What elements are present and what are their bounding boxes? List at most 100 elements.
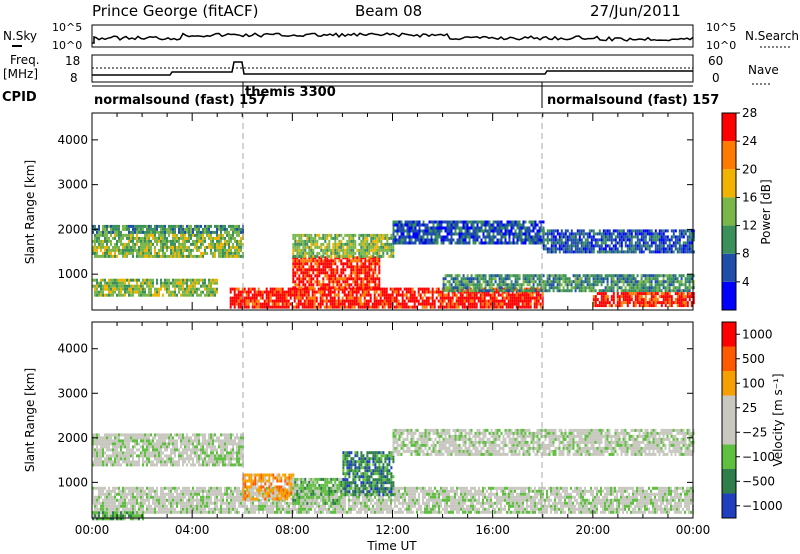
data-cell: [438, 223, 441, 227]
data-cell: [652, 277, 655, 281]
data-cell: [322, 259, 325, 263]
data-cell: [390, 254, 393, 258]
data-cell: [467, 293, 470, 297]
data-cell: [342, 265, 345, 269]
data-cell: [400, 223, 403, 227]
data-cell: [582, 250, 585, 254]
data-cell: [328, 233, 331, 237]
data-cell: [220, 224, 222, 228]
data-cell: [312, 248, 315, 252]
data-cell: [342, 286, 345, 290]
data-cell: [318, 259, 321, 263]
data-cell: [176, 281, 178, 285]
data-cell: [122, 293, 124, 297]
data-cell: [298, 254, 301, 258]
data-cell: [437, 287, 440, 291]
data-cell: [576, 241, 579, 245]
data-cell: [142, 454, 144, 458]
data-cell: [482, 241, 485, 245]
data-cell: [676, 295, 679, 299]
data-cell: [536, 229, 539, 233]
data-cell: [624, 289, 627, 293]
data-cell: [668, 295, 671, 299]
data-cell: [634, 301, 637, 305]
data-cell: [686, 301, 689, 305]
data-cell: [584, 238, 587, 242]
data-cell: [508, 286, 511, 290]
data-cell: [333, 302, 336, 306]
data-cell: [604, 286, 607, 290]
data-cell: [196, 239, 198, 243]
data-cell: [134, 245, 136, 249]
data-cell: [672, 289, 675, 293]
data-cell: [664, 247, 667, 251]
data-cell: [672, 274, 675, 278]
data-cell: [320, 262, 323, 266]
data-cell: [618, 301, 621, 305]
data-cell: [300, 286, 303, 290]
data-cell: [178, 251, 180, 255]
data-cell: [208, 227, 210, 231]
data-cell: [560, 232, 563, 236]
data-cell: [363, 302, 366, 306]
data-cell: [313, 302, 316, 306]
data-cell: [196, 281, 198, 285]
data-cell: [524, 235, 527, 239]
data-cell: [304, 242, 307, 246]
data-cell: [419, 296, 422, 300]
data-cell: [540, 238, 543, 242]
data-cell: [650, 232, 653, 236]
data-cell: [238, 227, 240, 231]
data-cell: [336, 245, 339, 249]
data-cell: [152, 242, 154, 246]
data-cell: [506, 289, 509, 293]
data-cell: [253, 290, 256, 294]
data-cell: [356, 268, 359, 272]
data-cell: [251, 293, 254, 297]
data-cell: [654, 301, 657, 305]
data-cell: [237, 296, 240, 300]
data-cell: [146, 457, 148, 461]
data-cell: [680, 232, 683, 236]
data-cell: [510, 223, 513, 227]
data-cell: [210, 281, 212, 285]
data-cell: [457, 299, 460, 303]
data-cell: [294, 286, 297, 290]
data-cell: [335, 305, 338, 309]
data-cell: [259, 290, 262, 294]
data-cell: [602, 292, 605, 296]
data-cell: [134, 439, 136, 443]
nsearch-label: N.Search: [745, 29, 799, 43]
data-cell: [432, 238, 435, 242]
data-cell: [98, 442, 100, 446]
data-cell: [194, 290, 196, 294]
data-cell: [478, 229, 481, 233]
data-cell: [308, 239, 311, 243]
data-cell: [684, 247, 687, 251]
data-cell: [206, 224, 208, 228]
data-cell: [614, 280, 617, 284]
data-cell: [458, 274, 461, 278]
data-cell: [452, 289, 455, 293]
data-cell: [644, 247, 647, 251]
data-cell: [425, 296, 428, 300]
data-cell: [233, 299, 236, 303]
data-cell: [680, 289, 683, 293]
data-cell: [415, 299, 418, 303]
data-cell: [148, 445, 150, 449]
data-cell: [440, 241, 443, 245]
data-cell: [527, 299, 530, 303]
data-cell: [142, 251, 144, 255]
data-cell: [640, 232, 643, 236]
data-cell: [180, 248, 182, 252]
data-cell: [474, 220, 477, 224]
data-cell: [515, 302, 518, 306]
data-cell: [686, 244, 689, 248]
data-cell: [182, 224, 184, 228]
data-cell: [269, 296, 272, 300]
data-cell: [184, 293, 186, 297]
data-cell: [662, 283, 665, 287]
data-cell: [552, 238, 555, 242]
data-cell: [419, 293, 422, 297]
data-cell: [360, 271, 363, 275]
